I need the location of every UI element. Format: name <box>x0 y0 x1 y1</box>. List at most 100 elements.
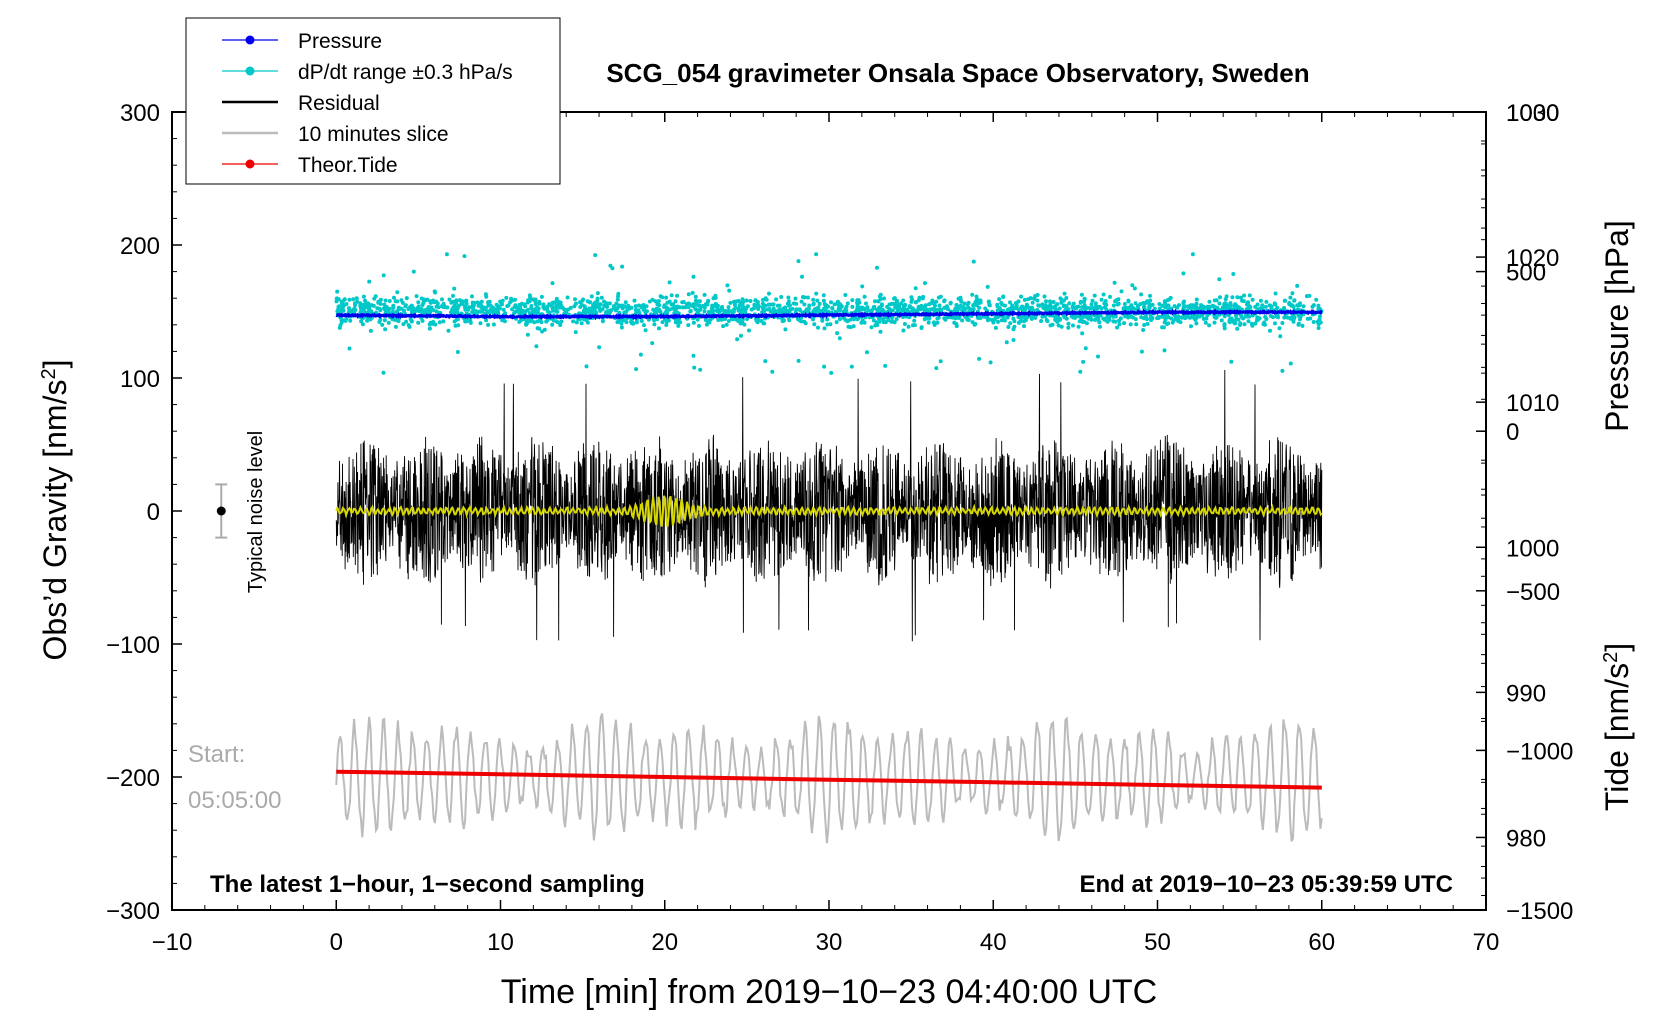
dpdt-point <box>835 331 840 336</box>
dpdt-point <box>587 306 592 311</box>
dpdt-point <box>756 317 761 322</box>
dpdt-point <box>1099 306 1104 311</box>
dpdt-point <box>1139 315 1144 320</box>
dpdt-point <box>518 303 523 308</box>
tide-series <box>336 769 1322 790</box>
dpdt-point <box>1111 319 1116 324</box>
dpdt-point <box>869 325 874 330</box>
dpdt-point <box>912 318 917 323</box>
dpdt-point <box>843 309 848 314</box>
dpdt-point <box>664 323 669 327</box>
dpdt-point <box>650 341 655 346</box>
dpdt-point <box>392 295 396 300</box>
dpdt-point <box>1231 272 1236 276</box>
dpdt-point <box>952 320 957 325</box>
dpdt-point <box>1057 318 1062 322</box>
dpdt-point <box>866 308 871 313</box>
dpdt-point <box>358 301 363 306</box>
dpdt-point <box>1096 354 1100 359</box>
legend: Pressure dP/dt range ±0.3 hPa/s Residual 10… <box>185 17 561 185</box>
dpdt-point <box>1142 305 1147 309</box>
dpdt-point <box>335 289 340 294</box>
dpdt-point <box>1150 315 1155 320</box>
dpdt-point <box>886 316 891 321</box>
dpdt-point <box>348 318 353 323</box>
dpdt-point <box>690 290 695 295</box>
dpdt-point <box>404 319 409 324</box>
dpdt-point <box>639 319 644 323</box>
dpdt-point <box>1207 323 1212 328</box>
dpdt-point <box>1022 324 1026 329</box>
dpdt-point <box>763 359 768 364</box>
dpdt-point <box>748 299 753 303</box>
dpdt-point <box>698 307 703 312</box>
dpdt-point <box>691 302 696 307</box>
dpdt-point <box>1258 298 1263 303</box>
dpdt-point <box>663 311 668 316</box>
dpdt-point <box>660 320 665 325</box>
dpdt-point <box>1316 306 1321 311</box>
dpdt-point <box>1089 302 1094 307</box>
dpdt-point <box>1225 305 1229 309</box>
dpdt-point <box>786 295 791 300</box>
dpdt-point <box>878 305 883 310</box>
dpdt-point <box>602 299 606 304</box>
dpdt-point <box>844 304 849 309</box>
dpdt-point <box>645 309 649 314</box>
dpdt-point <box>617 319 622 324</box>
dpdt-point <box>615 297 620 302</box>
dpdt-point <box>988 360 993 365</box>
chart-title: SCG_054 gravimeter Onsala Space Observat… <box>606 58 1309 88</box>
dpdt-point <box>769 302 774 307</box>
dpdt-point <box>706 298 711 303</box>
dpdt-point <box>619 303 624 308</box>
dpdt-point <box>1147 306 1152 311</box>
dpdt-point <box>1117 318 1122 323</box>
x-tick-label: 40 <box>980 929 1007 956</box>
noise-bar-center <box>216 506 226 516</box>
dpdt-point <box>761 297 765 302</box>
dpdt-point <box>460 302 465 306</box>
dpdt-point <box>1247 293 1252 298</box>
dpdt-point <box>1162 299 1167 304</box>
dpdt-point <box>1157 306 1162 311</box>
dpdt-point <box>1136 304 1141 309</box>
dpdt-point <box>1203 320 1208 325</box>
dpdt-point <box>534 344 539 349</box>
dpdt-point <box>558 323 563 327</box>
dpdt-point <box>997 297 1002 302</box>
dpdt-point <box>1111 303 1116 308</box>
dpdt-point <box>358 304 363 309</box>
dpdt-point <box>1128 322 1133 327</box>
dpdt-point <box>608 310 613 315</box>
dpdt-point <box>1099 297 1104 302</box>
dpdt-point <box>440 297 444 302</box>
dpdt-point <box>454 317 459 322</box>
dpdt-point <box>1199 303 1204 308</box>
dpdt-point <box>430 298 435 303</box>
dpdt-point <box>821 293 826 298</box>
dpdt-point <box>960 318 965 323</box>
dpdt-point <box>619 325 624 330</box>
dpdt-point <box>812 308 817 313</box>
dpdt-point <box>1187 305 1191 310</box>
pressure-tick-label: 1000 <box>1506 535 1559 562</box>
dpdt-point <box>1082 303 1087 308</box>
dpdt-point <box>610 266 615 271</box>
dpdt-point <box>667 299 672 304</box>
dpdt-point <box>574 320 579 325</box>
dpdt-point <box>1264 317 1269 321</box>
dpdt-point <box>395 299 400 304</box>
dpdt-point <box>999 318 1004 323</box>
dpdt-point <box>1043 314 1048 319</box>
dpdt-point <box>1316 303 1321 308</box>
dpdt-point <box>638 352 643 357</box>
dpdt-point <box>1173 313 1178 318</box>
dpdt-point <box>1107 317 1112 322</box>
dpdt-point <box>517 309 522 314</box>
dpdt-point <box>626 305 631 310</box>
dpdt-point <box>1194 301 1199 306</box>
dpdt-point <box>697 299 702 304</box>
dpdt-point <box>1057 306 1062 311</box>
dpdt-point <box>856 316 861 321</box>
